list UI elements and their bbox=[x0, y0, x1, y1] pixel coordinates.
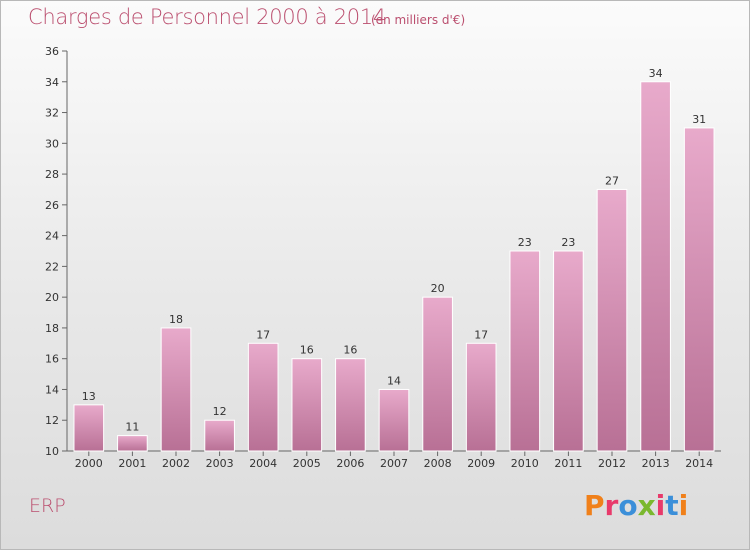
y-tick-label: 18 bbox=[45, 322, 59, 335]
bar-2002 bbox=[160, 327, 192, 452]
entity-label: ERP bbox=[29, 495, 66, 517]
bar-value-label: 17 bbox=[474, 328, 488, 341]
bar-value-label: 20 bbox=[431, 282, 445, 295]
bar-value-label: 16 bbox=[343, 344, 357, 357]
chart-title: Charges de Personnel 2000 à 2014 bbox=[28, 5, 386, 29]
bar-2004 bbox=[247, 342, 279, 452]
bar-value-label: 17 bbox=[256, 328, 270, 341]
y-tick-label: 10 bbox=[45, 445, 59, 458]
bar-value-label: 31 bbox=[692, 113, 706, 126]
x-tick-label: 2004 bbox=[249, 457, 277, 470]
x-tick-label: 2001 bbox=[118, 457, 146, 470]
y-tick-label: 24 bbox=[45, 230, 59, 243]
y-tick-label: 20 bbox=[45, 291, 59, 304]
bar-value-label: 14 bbox=[387, 374, 401, 387]
bar-2000 bbox=[73, 404, 105, 452]
y-tick-label: 30 bbox=[45, 137, 59, 150]
x-tick-label: 2005 bbox=[293, 457, 321, 470]
y-tick-label: 32 bbox=[45, 107, 59, 120]
logo-letter: i bbox=[678, 489, 689, 522]
logo-letter: t bbox=[665, 489, 679, 522]
bar-2008 bbox=[422, 296, 453, 452]
bar-value-label: 12 bbox=[213, 405, 227, 418]
x-tick-label: 2013 bbox=[642, 457, 670, 470]
logo-letter: x bbox=[637, 489, 656, 522]
bar-2012 bbox=[596, 188, 628, 452]
bar-value-label: 34 bbox=[649, 67, 663, 80]
bar-value-label: 18 bbox=[169, 313, 183, 326]
bar-value-label: 16 bbox=[300, 344, 314, 357]
x-tick-label: 2000 bbox=[75, 457, 103, 470]
bar-value-label: 11 bbox=[125, 421, 139, 434]
y-tick-label: 36 bbox=[45, 45, 59, 58]
bar-2006 bbox=[335, 358, 366, 452]
bar-2010 bbox=[509, 250, 541, 452]
bar-2014 bbox=[683, 127, 715, 452]
logo-letter: P bbox=[584, 489, 605, 522]
chart-subtitle: (en milliers d'€) bbox=[371, 13, 466, 27]
y-tick-label: 12 bbox=[45, 414, 59, 427]
bar-value-label: 23 bbox=[518, 236, 532, 249]
y-tick-label: 26 bbox=[45, 199, 59, 212]
x-tick-label: 2011 bbox=[554, 457, 582, 470]
x-tick-label: 2008 bbox=[424, 457, 452, 470]
bar-2011 bbox=[553, 250, 584, 452]
x-tick-label: 2012 bbox=[598, 457, 626, 470]
bar-value-label: 13 bbox=[82, 390, 96, 403]
x-tick-label: 2007 bbox=[380, 457, 408, 470]
bar-2005 bbox=[291, 358, 323, 452]
bar-value-label: 23 bbox=[561, 236, 575, 249]
bar-2009 bbox=[465, 342, 497, 452]
x-tick-label: 2010 bbox=[511, 457, 539, 470]
y-tick-label: 28 bbox=[45, 168, 59, 181]
x-tick-label: 2014 bbox=[685, 457, 713, 470]
x-tick-label: 2009 bbox=[467, 457, 495, 470]
x-tick-label: 2003 bbox=[206, 457, 234, 470]
y-tick-label: 14 bbox=[45, 383, 59, 396]
bar-2007 bbox=[378, 388, 410, 452]
bar-2003 bbox=[204, 419, 235, 452]
bar-2001 bbox=[117, 435, 148, 452]
x-tick-label: 2002 bbox=[162, 457, 190, 470]
logo-letter: r bbox=[604, 489, 619, 522]
proxiti-logo[interactable]: Proxiti bbox=[584, 489, 688, 522]
y-tick-label: 34 bbox=[45, 76, 59, 89]
logo-letter: i bbox=[655, 489, 666, 522]
y-tick-label: 22 bbox=[45, 260, 59, 273]
bar-2013 bbox=[640, 81, 671, 452]
x-tick-label: 2006 bbox=[336, 457, 364, 470]
logo-letter: o bbox=[618, 489, 638, 522]
y-tick-label: 16 bbox=[45, 353, 59, 366]
bar-value-label: 27 bbox=[605, 174, 619, 187]
